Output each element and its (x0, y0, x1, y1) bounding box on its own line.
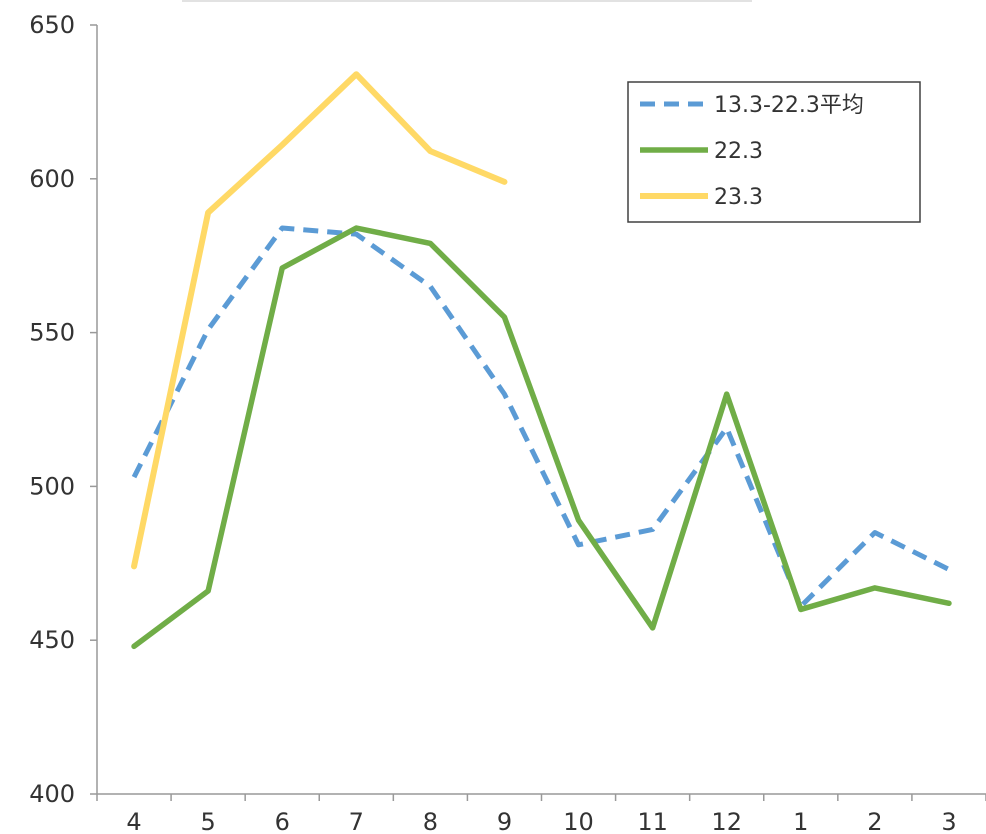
legend: 13.3-22.3平均 22.3 23.3 (627, 81, 921, 223)
x-tick-label: 6 (275, 808, 290, 834)
x-tick-label: 5 (200, 808, 215, 834)
x-tick-label: 1 (793, 808, 808, 834)
y-tick-label: 600 (29, 165, 75, 193)
y-tick-label: 500 (29, 472, 75, 500)
x-tick-label: 9 (497, 808, 512, 834)
legend-label-23: 23.3 (714, 185, 763, 210)
series-lines (131, 71, 952, 650)
x-tick-label: 2 (867, 808, 882, 834)
x-tick-label: 8 (423, 808, 438, 834)
y-ticks: 400 450 500 550 600 650 (29, 11, 97, 808)
legend-label-22: 22.3 (714, 139, 763, 164)
x-tick-label: 3 (941, 808, 956, 834)
y-tick-label: 450 (29, 626, 75, 654)
x-tick-label: 11 (637, 808, 668, 834)
legend-label-avg: 13.3-22.3平均 (714, 93, 864, 118)
x-ticks: 4 5 6 7 8 9 10 11 12 1 2 3 (96, 794, 986, 834)
series-line-1 (131, 225, 952, 650)
y-tick-label: 650 (29, 11, 75, 39)
x-tick-label: 7 (349, 808, 364, 834)
x-tick-label: 10 (563, 808, 594, 834)
series-line-0 (131, 225, 951, 609)
y-tick-label: 550 (29, 319, 75, 347)
series-line-2 (131, 71, 508, 570)
x-tick-label: 12 (711, 808, 742, 834)
x-tick-label: 4 (126, 808, 141, 834)
y-tick-label: 400 (29, 780, 75, 808)
